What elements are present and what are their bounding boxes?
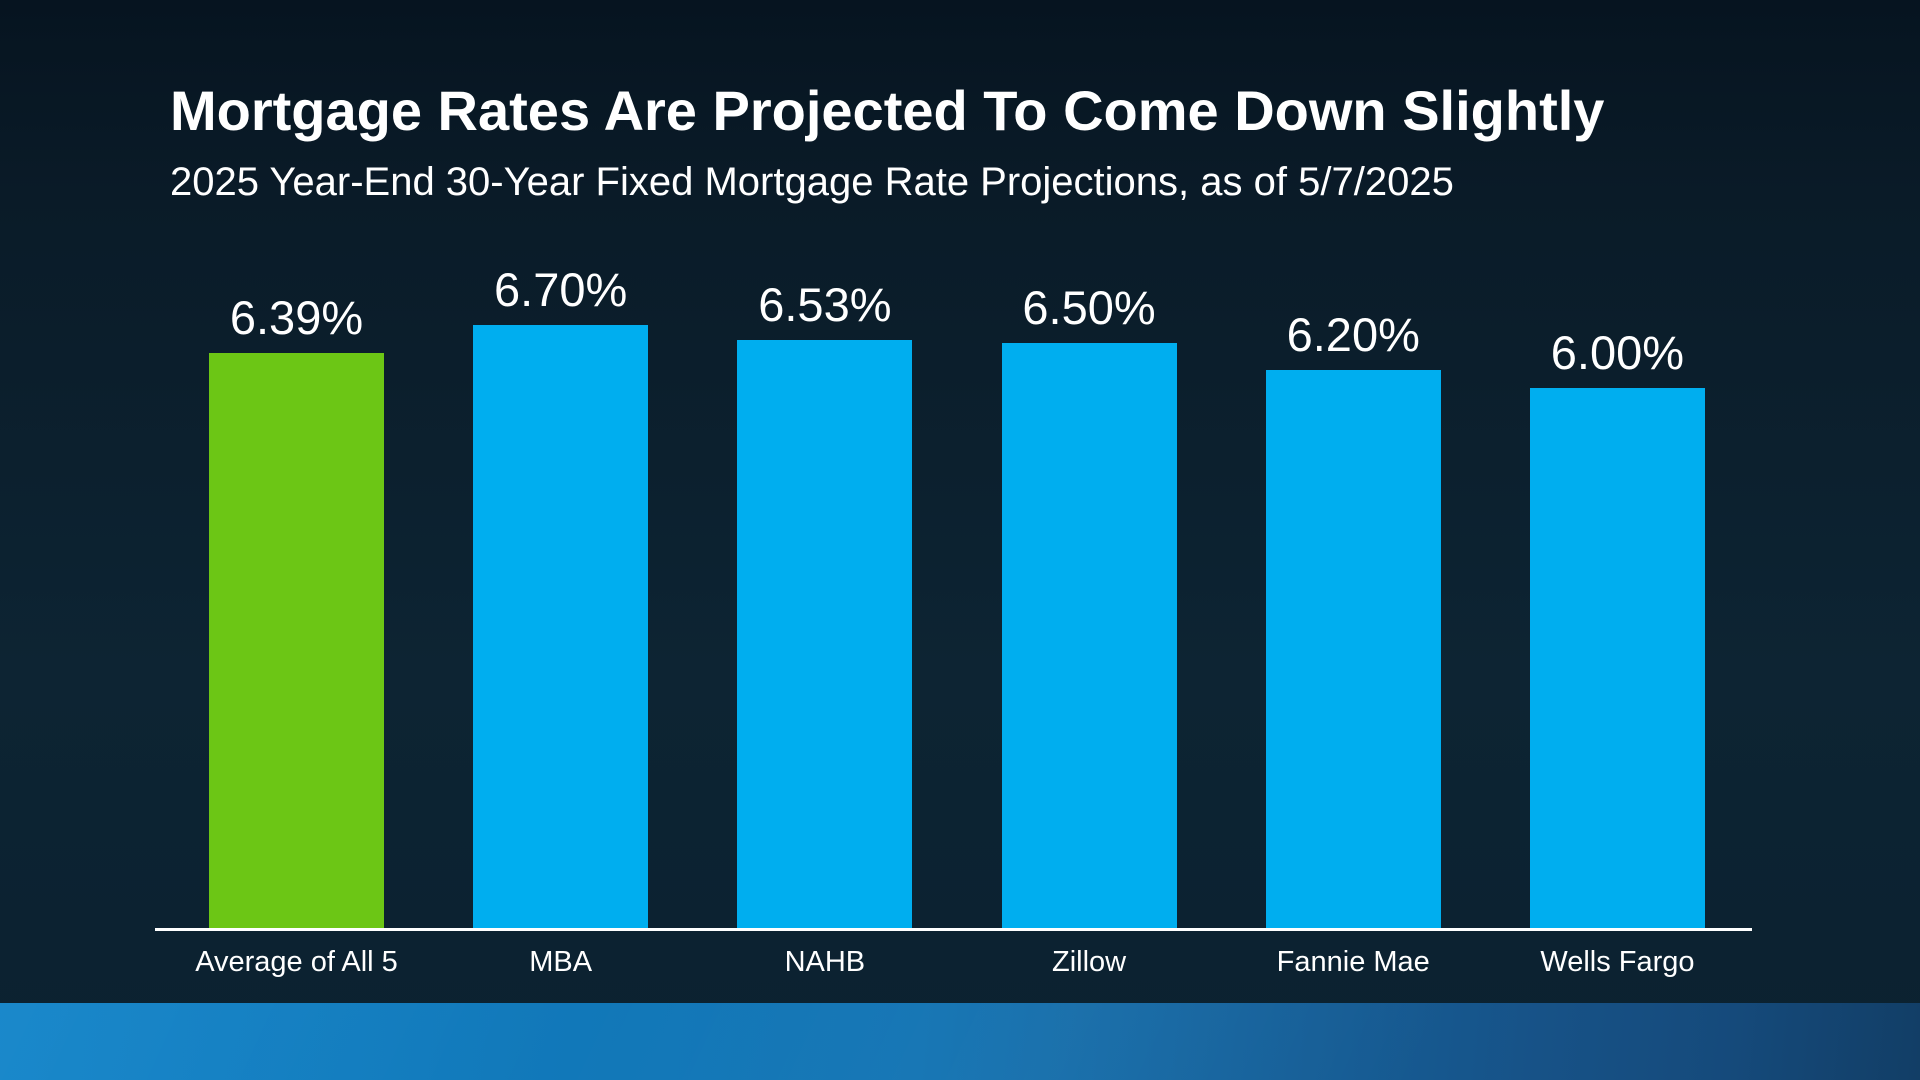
bar-group-mba: 6.70% MBA [473,266,649,977]
bar-category-label: NAHB [784,946,866,978]
footer-band [0,1003,1920,1080]
bar-category-label: Average of All 5 [195,946,398,978]
bar-category-label: Wells Fargo [1540,946,1695,978]
bar [1529,388,1705,928]
x-axis-line [155,928,1752,931]
bars-row: 6.39% Average of All 5 6.70% MBA 6.53% NAHB 6.… [195,0,1705,977]
chart-title: Mortgage Rates Are Projected To Come Dow… [170,79,1605,142]
chart-subtitle: 2025 Year-End 30-Year Fixed Mortgage Rat… [170,160,1454,204]
bar-group-zillow: 6.50% Zillow [1001,284,1177,977]
bar-group-wells-fargo: 6.00% Wells Fargo [1529,329,1705,977]
bar [1001,343,1177,928]
bar-group-average-of-all-5: 6.39% Average of All 5 [195,294,398,977]
bar-value-label: 6.39% [229,291,364,344]
bar-category-label: MBA [529,946,593,978]
bar-value-label: 6.50% [1022,281,1156,334]
bar-value-label: 6.20% [1286,308,1420,361]
bar [209,353,384,928]
bar [473,325,649,928]
bar [1265,370,1441,928]
bar-value-label: 6.70% [494,263,628,316]
bar-group-nahb: 6.53% NAHB [737,281,913,977]
bar-category-label: Zillow [1052,946,1127,978]
bar-group-fannie-mae: 6.20% Fannie Mae [1265,311,1441,977]
bar-value-label: 6.00% [1550,326,1685,379]
bar-chart: 6.39% Average of All 5 6.70% MBA 6.53% NAHB 6.… [155,0,1752,977]
bar [737,340,913,928]
bar-category-label: Fannie Mae [1276,946,1430,978]
bar-value-label: 6.53% [758,278,892,331]
